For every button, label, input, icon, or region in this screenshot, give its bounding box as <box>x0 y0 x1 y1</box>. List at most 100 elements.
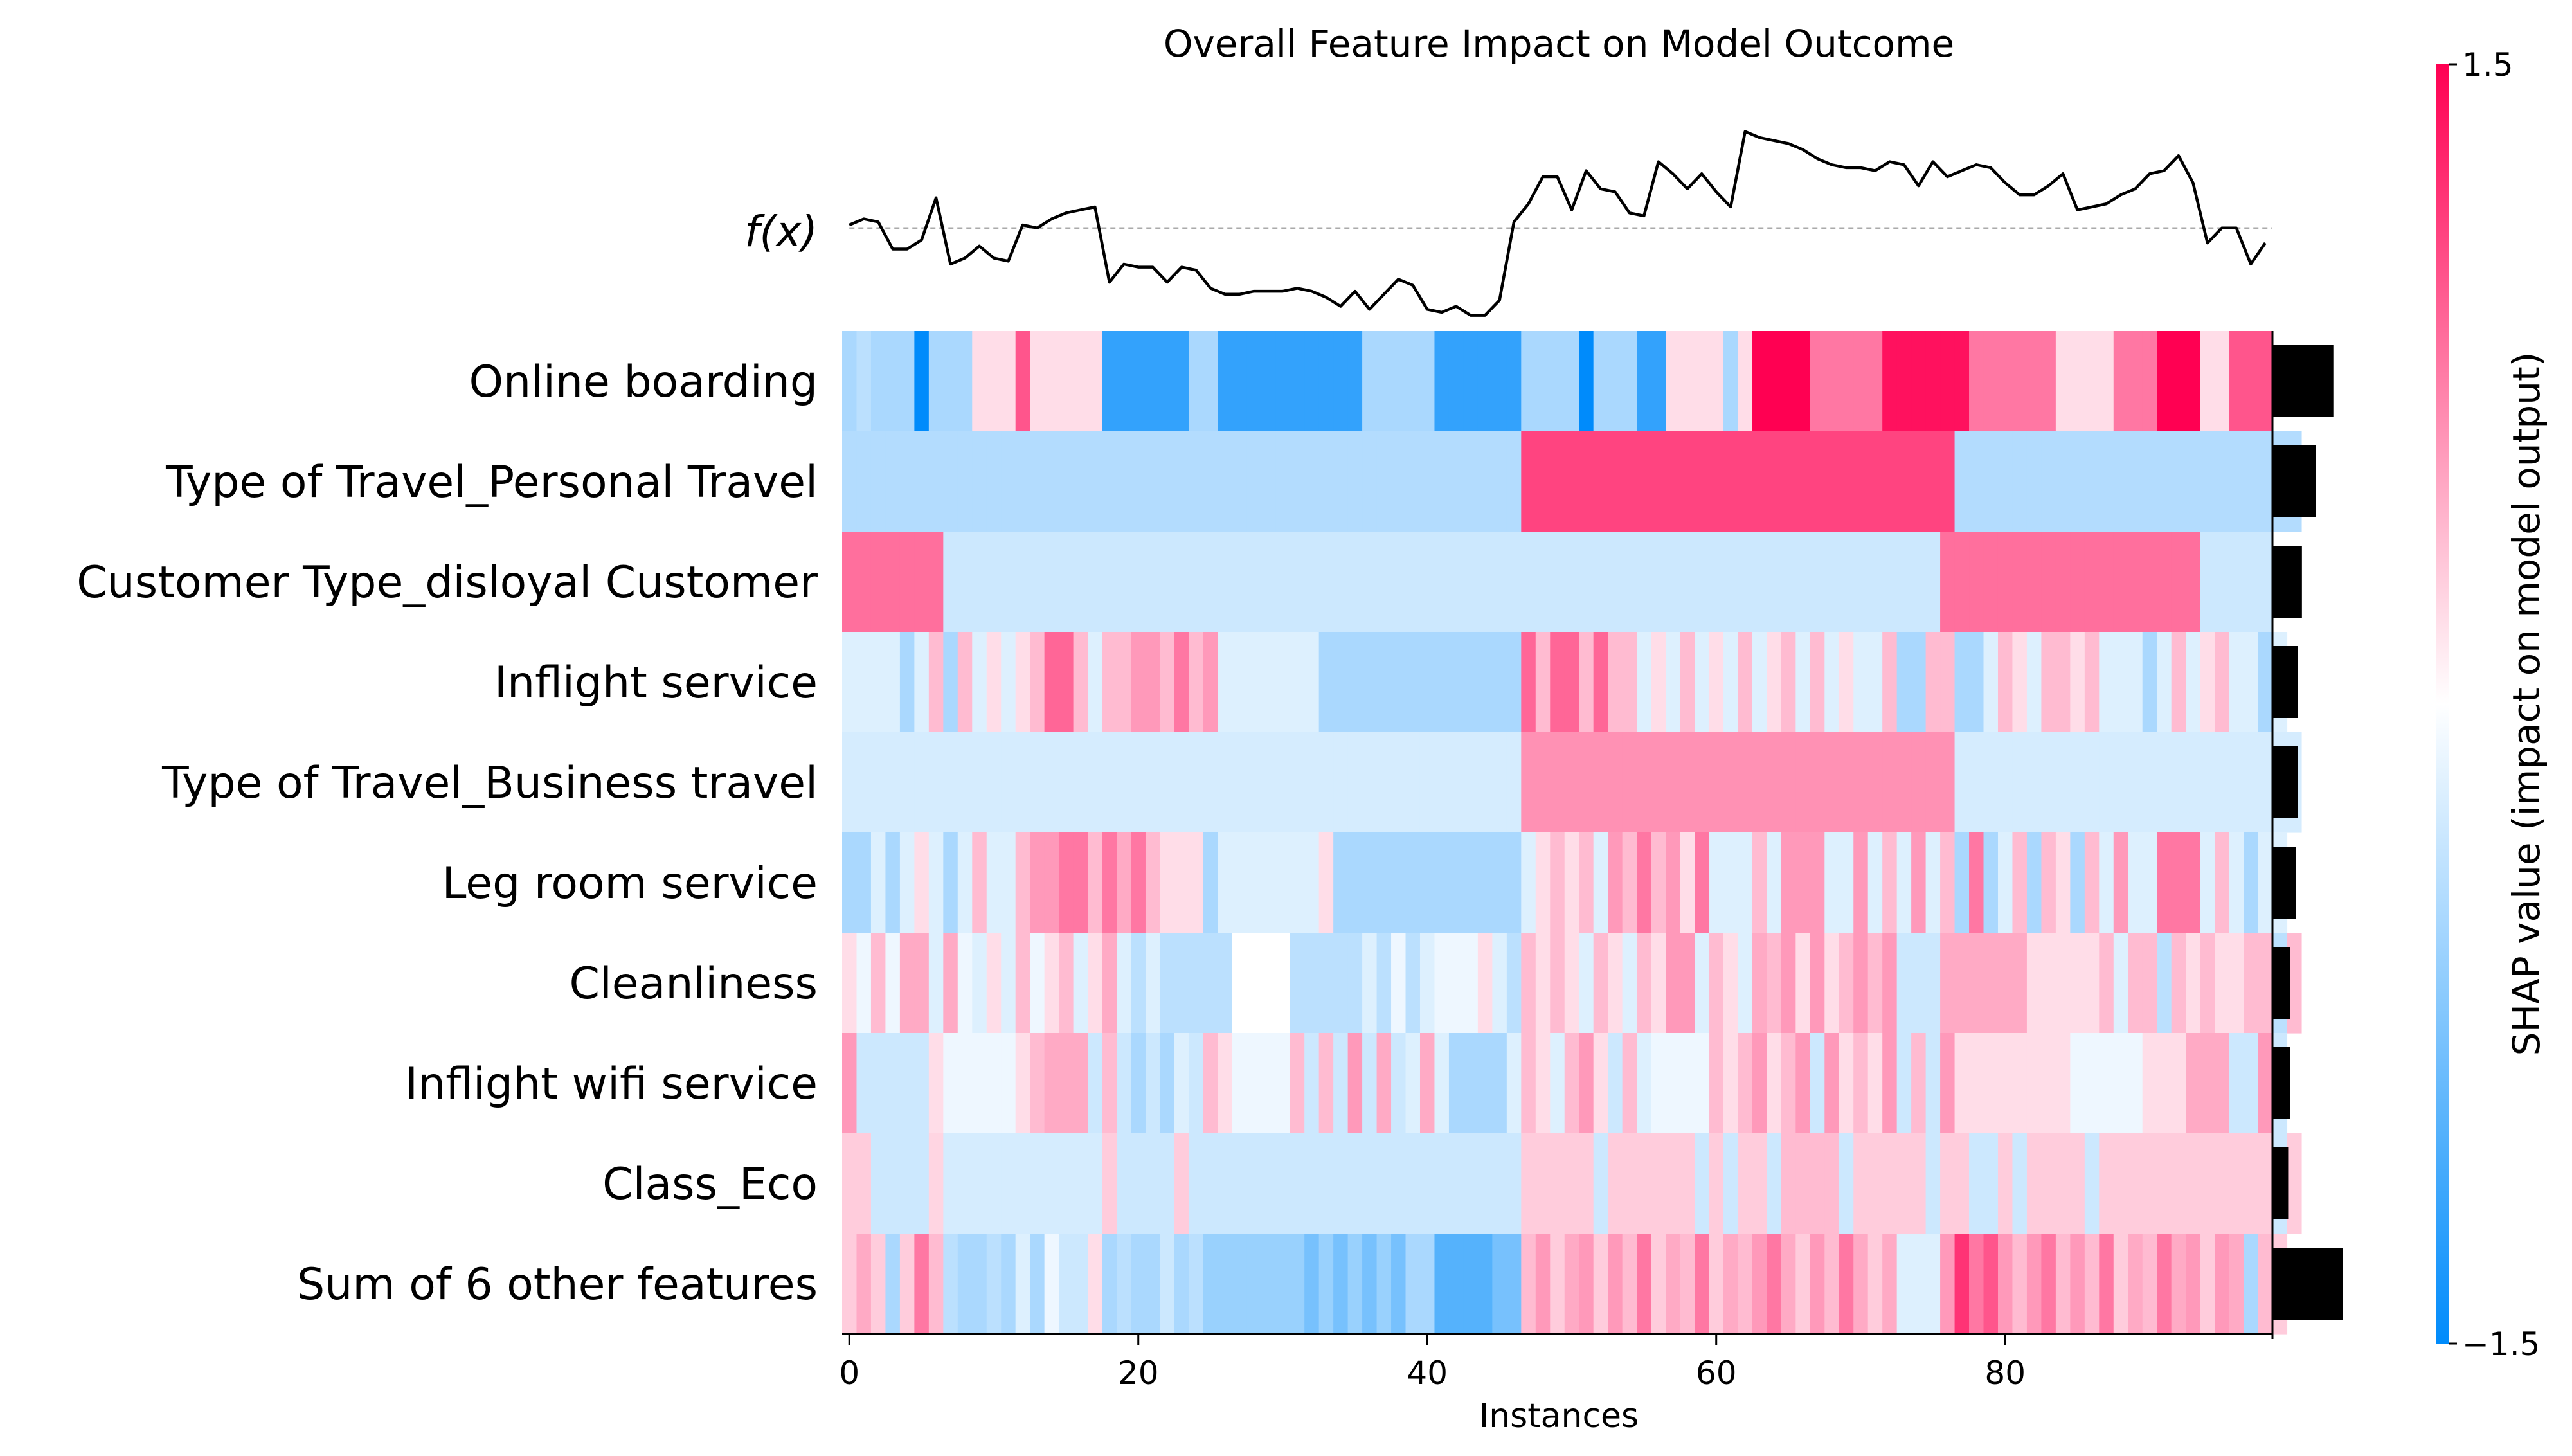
heatmap-cell <box>1839 732 1854 833</box>
heatmap-cell <box>2258 431 2273 532</box>
heatmap-cell <box>1752 933 1767 1034</box>
heatmap-cell <box>842 331 858 432</box>
heatmap-cell <box>2026 732 2042 833</box>
heatmap-cell <box>885 1033 901 1134</box>
heatmap-cell <box>856 1033 872 1134</box>
heatmap-cell <box>2200 832 2215 933</box>
heatmap-cell <box>1666 331 1681 432</box>
heatmap-cell <box>2070 1033 2085 1134</box>
heatmap-cell <box>842 732 858 833</box>
heatmap-cell <box>2012 1033 2028 1134</box>
heatmap-cell <box>1839 532 1854 633</box>
heatmap-cell <box>2084 532 2100 633</box>
heatmap-cell <box>1550 1234 1565 1335</box>
x-tick-label: 0 <box>839 1354 859 1392</box>
heatmap-cell <box>1738 1033 1753 1134</box>
heatmap-cell <box>1030 1234 1045 1335</box>
heatmap-cell <box>1853 1033 1869 1134</box>
heatmap-cell <box>1073 933 1088 1034</box>
heatmap-cell <box>1391 1033 1407 1134</box>
heatmap-cell <box>1781 1133 1796 1234</box>
heatmap-cell <box>2200 732 2215 833</box>
heatmap-cell <box>1969 832 1984 933</box>
heatmap-cell <box>2215 1234 2230 1335</box>
heatmap-cell <box>1506 1234 1522 1335</box>
heatmap-cell <box>2026 1033 2042 1134</box>
heatmap-cell <box>1203 732 1218 833</box>
heatmap-cell <box>1160 431 1175 532</box>
heatmap-cell <box>1954 431 1970 532</box>
feature-label: Online boarding <box>469 357 818 408</box>
heatmap-cell <box>1997 1133 2013 1234</box>
heatmap-cell <box>1767 532 1782 633</box>
heatmap-cell <box>1709 1133 1724 1234</box>
heatmap-cell <box>1275 832 1291 933</box>
heatmap-cell <box>2229 532 2244 633</box>
heatmap-cell <box>1593 933 1608 1034</box>
heatmap-cell <box>1940 1033 1956 1134</box>
heatmap-cell <box>2142 832 2157 933</box>
heatmap-cell <box>1911 532 1927 633</box>
heatmap-cell <box>1117 1133 1132 1234</box>
heatmap-cell <box>1145 431 1161 532</box>
heatmap-cell <box>2070 431 2085 532</box>
heatmap-cell <box>2244 1133 2259 1234</box>
heatmap-cell <box>2215 732 2230 833</box>
heatmap-cell <box>986 732 1002 833</box>
heatmap-cell <box>1723 632 1739 733</box>
heatmap-cell <box>2186 431 2201 532</box>
heatmap-cell <box>1593 331 1608 432</box>
heatmap-cell <box>2142 431 2157 532</box>
heatmap-cell <box>1347 431 1363 532</box>
heatmap-cell <box>1767 632 1782 733</box>
heatmap-cell <box>1637 331 1652 432</box>
heatmap-cell <box>1954 632 1970 733</box>
heatmap-cell <box>1622 1033 1637 1134</box>
heatmap-cell <box>1376 331 1392 432</box>
heatmap-cell <box>2215 632 2230 733</box>
heatmap-cell <box>1680 1234 1695 1335</box>
heatmap-cell <box>928 331 944 432</box>
heatmap-cell <box>986 331 1002 432</box>
heatmap-cell <box>2055 632 2071 733</box>
heatmap-cell <box>1997 933 2013 1034</box>
heatmap-cell <box>1608 732 1623 833</box>
heatmap-cell <box>1506 431 1522 532</box>
heatmap-cell <box>1579 1033 1594 1134</box>
heatmap-cell <box>1622 832 1637 933</box>
heatmap-cell <box>2171 1133 2186 1234</box>
heatmap-cell <box>1695 331 1710 432</box>
heatmap-cell <box>2244 1033 2259 1134</box>
heatmap-cell <box>1391 532 1407 633</box>
heatmap-cell <box>1117 933 1132 1034</box>
heatmap-cell <box>2142 1133 2157 1234</box>
heatmap-cell <box>2200 331 2215 432</box>
heatmap-cell <box>1882 331 1898 432</box>
heatmap-cell <box>986 431 1002 532</box>
heatmap-cell <box>1709 632 1724 733</box>
heatmap-cell <box>1535 1133 1551 1234</box>
heatmap-cell <box>1218 532 1233 633</box>
heatmap-cell <box>2157 832 2172 933</box>
heatmap-cell <box>1131 1033 1146 1134</box>
heatmap-cell <box>1001 532 1016 633</box>
heatmap-cell <box>1506 1033 1522 1134</box>
heatmap-cell <box>1738 1234 1753 1335</box>
heatmap-cell <box>1492 431 1507 532</box>
heatmap-cell <box>1954 1133 1970 1234</box>
heatmap-cell <box>2157 732 2172 833</box>
heatmap-cell <box>1695 1234 1710 1335</box>
heatmap-cell <box>972 1033 987 1134</box>
heatmap-cell <box>1680 1133 1695 1234</box>
heatmap-cell <box>1723 1234 1739 1335</box>
heatmap-cell <box>1362 331 1378 432</box>
feature-label: Leg room service <box>442 858 818 909</box>
heatmap-cell <box>943 331 958 432</box>
heatmap-cell <box>1059 632 1074 733</box>
heatmap-cell <box>1853 431 1869 532</box>
feature-label: Type of Travel_Business travel <box>161 758 818 809</box>
heatmap-cell <box>1709 331 1724 432</box>
heatmap-cell <box>1839 933 1854 1034</box>
heatmap-cell <box>1059 532 1074 633</box>
